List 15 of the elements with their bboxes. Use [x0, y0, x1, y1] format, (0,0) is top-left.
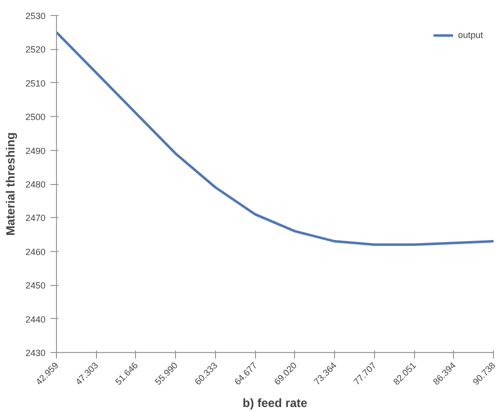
y-tick-label: 2500 [25, 112, 46, 122]
line-series [56, 31, 494, 246]
y-tick-label: 2510 [25, 78, 46, 88]
y-tick-label: 2460 [25, 246, 46, 257]
y-tick-label: 2440 [25, 314, 46, 324]
x-axis-title: b) feed rate [242, 396, 308, 410]
y-axis-title: Material threshing [3, 132, 18, 236]
y-tick-label: 2470 [25, 213, 46, 224]
y-tick-label: 2520 [25, 44, 46, 55]
y-tick-label: 2450 [25, 280, 46, 291]
legend-label: output [458, 30, 483, 40]
y-tick-label: 2490 [25, 146, 46, 156]
y-tick-label: 2480 [25, 180, 46, 190]
y-tick-label: 2430 [25, 348, 46, 358]
y-tick-label: 2530 [25, 11, 46, 21]
